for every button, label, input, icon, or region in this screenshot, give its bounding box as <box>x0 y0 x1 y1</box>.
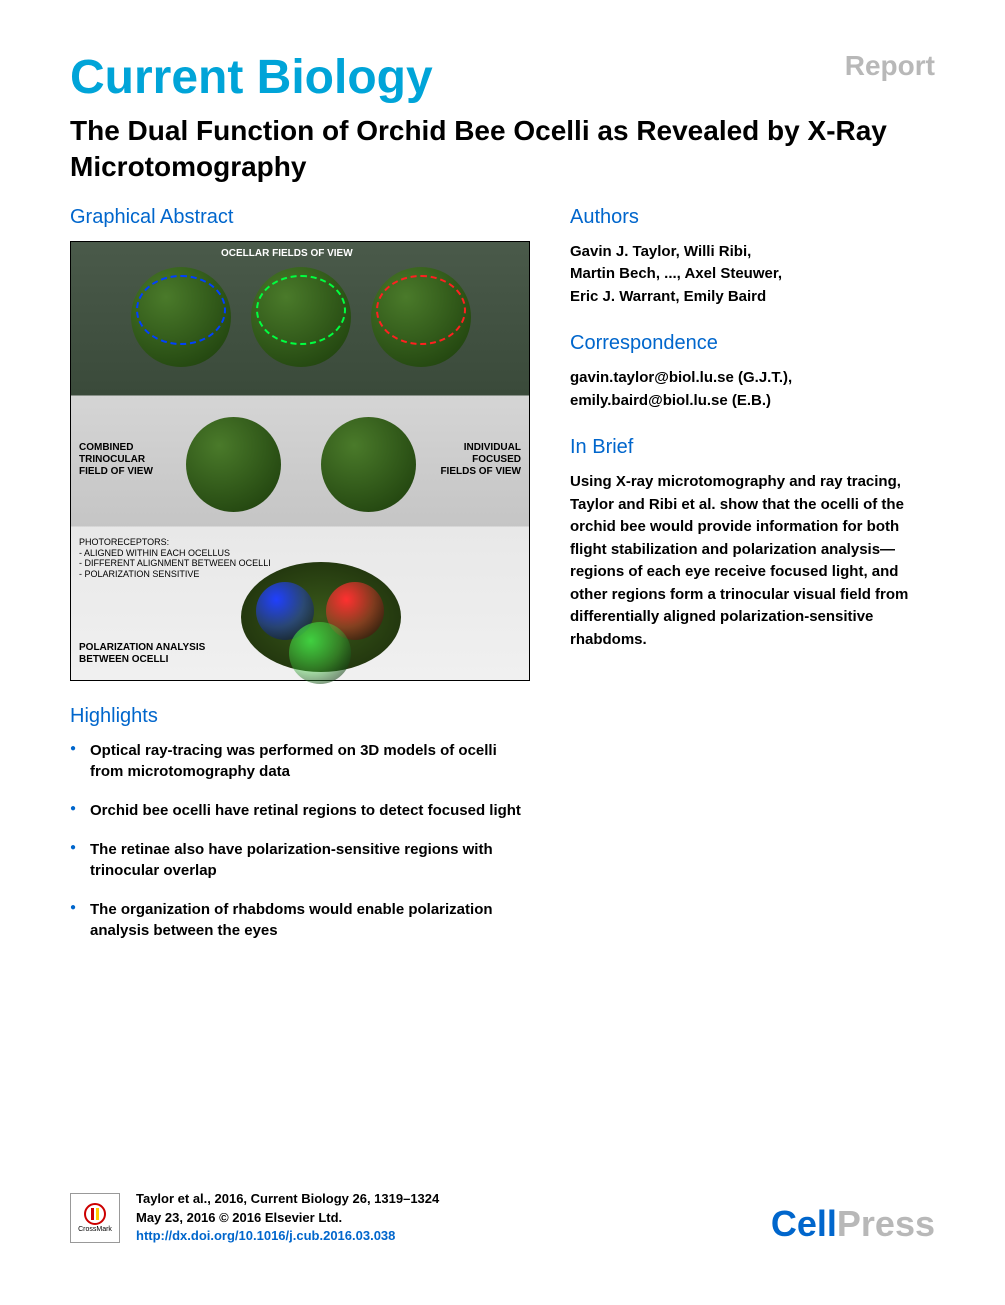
footer: CrossMark Taylor et al., 2016, Current B… <box>70 1190 935 1245</box>
label-ocellar-fov: OCELLAR FIELDS OF VIEW <box>221 248 353 260</box>
crossmark-badge[interactable]: CrossMark <box>70 1193 120 1243</box>
footer-left: CrossMark Taylor et al., 2016, Current B… <box>70 1190 439 1245</box>
correspondence-heading: Correspondence <box>570 332 935 355</box>
article-title: The Dual Function of Orchid Bee Ocelli a… <box>70 113 935 186</box>
inbrief-heading: In Brief <box>570 436 935 459</box>
graphical-abstract-heading: Graphical Abstract <box>70 206 530 229</box>
authors-heading: Authors <box>570 206 935 229</box>
cellpress-cell: Cell <box>771 1203 837 1244</box>
highlight-item: Orchid bee ocelli have retinal regions t… <box>70 800 530 821</box>
inbrief-text: Using X-ray microtomography and ray trac… <box>570 471 935 651</box>
content-wrapper: Graphical Abstract OCELLAR FIELDS OF VIE… <box>70 206 935 959</box>
report-label: Report <box>845 50 935 82</box>
left-column: Graphical Abstract OCELLAR FIELDS OF VIE… <box>70 206 530 959</box>
crossmark-icon <box>83 1202 107 1226</box>
cellpress-press: Press <box>837 1203 935 1244</box>
label-photoreceptors: PHOTORECEPTORS: - ALIGNED WITHIN EACH OC… <box>79 537 271 580</box>
fov-sphere-combined <box>186 417 281 512</box>
highlights-list: Optical ray-tracing was performed on 3D … <box>70 740 530 941</box>
fov-ring <box>256 275 346 345</box>
fov-sphere <box>131 267 231 367</box>
fov-ring <box>376 275 466 345</box>
label-combined-trinocular: COMBINED TRINOCULAR FIELD OF VIEW <box>79 442 153 478</box>
highlight-item: The organization of rhabdoms would enabl… <box>70 899 530 941</box>
citation-line2: May 23, 2016 © 2016 Elsevier Ltd. <box>136 1209 439 1227</box>
crossmark-label: CrossMark <box>78 1226 112 1233</box>
label-polarization-analysis: POLARIZATION ANALYSIS BETWEEN OCELLI <box>79 642 205 666</box>
fov-sphere <box>371 267 471 367</box>
cellpress-logo: CellPress <box>771 1203 935 1245</box>
highlight-item: Optical ray-tracing was performed on 3D … <box>70 740 530 782</box>
authors-text: Gavin J. Taylor, Willi Ribi, Martin Bech… <box>570 241 935 309</box>
fov-ring <box>136 275 226 345</box>
doi-link[interactable]: http://dx.doi.org/10.1016/j.cub.2016.03.… <box>136 1227 439 1245</box>
citation-block: Taylor et al., 2016, Current Biology 26,… <box>136 1190 439 1245</box>
highlight-item: The retinae also have polarization-sensi… <box>70 839 530 881</box>
label-individual-focused: INDIVIDUAL FOCUSED FIELDS OF VIEW <box>440 442 521 478</box>
fov-sphere-combined <box>321 417 416 512</box>
fov-sphere <box>251 267 351 367</box>
right-column: Authors Gavin J. Taylor, Willi Ribi, Mar… <box>570 206 935 959</box>
correspondence-text: gavin.taylor@biol.lu.se (G.J.T.), emily.… <box>570 367 935 412</box>
graphical-abstract-figure: OCELLAR FIELDS OF VIEW COMBINED TRINOCUL… <box>70 241 530 681</box>
highlights-heading: Highlights <box>70 705 530 728</box>
journal-name: Current Biology <box>70 50 935 105</box>
citation-line1: Taylor et al., 2016, Current Biology 26,… <box>136 1190 439 1208</box>
ocellus <box>289 622 351 684</box>
